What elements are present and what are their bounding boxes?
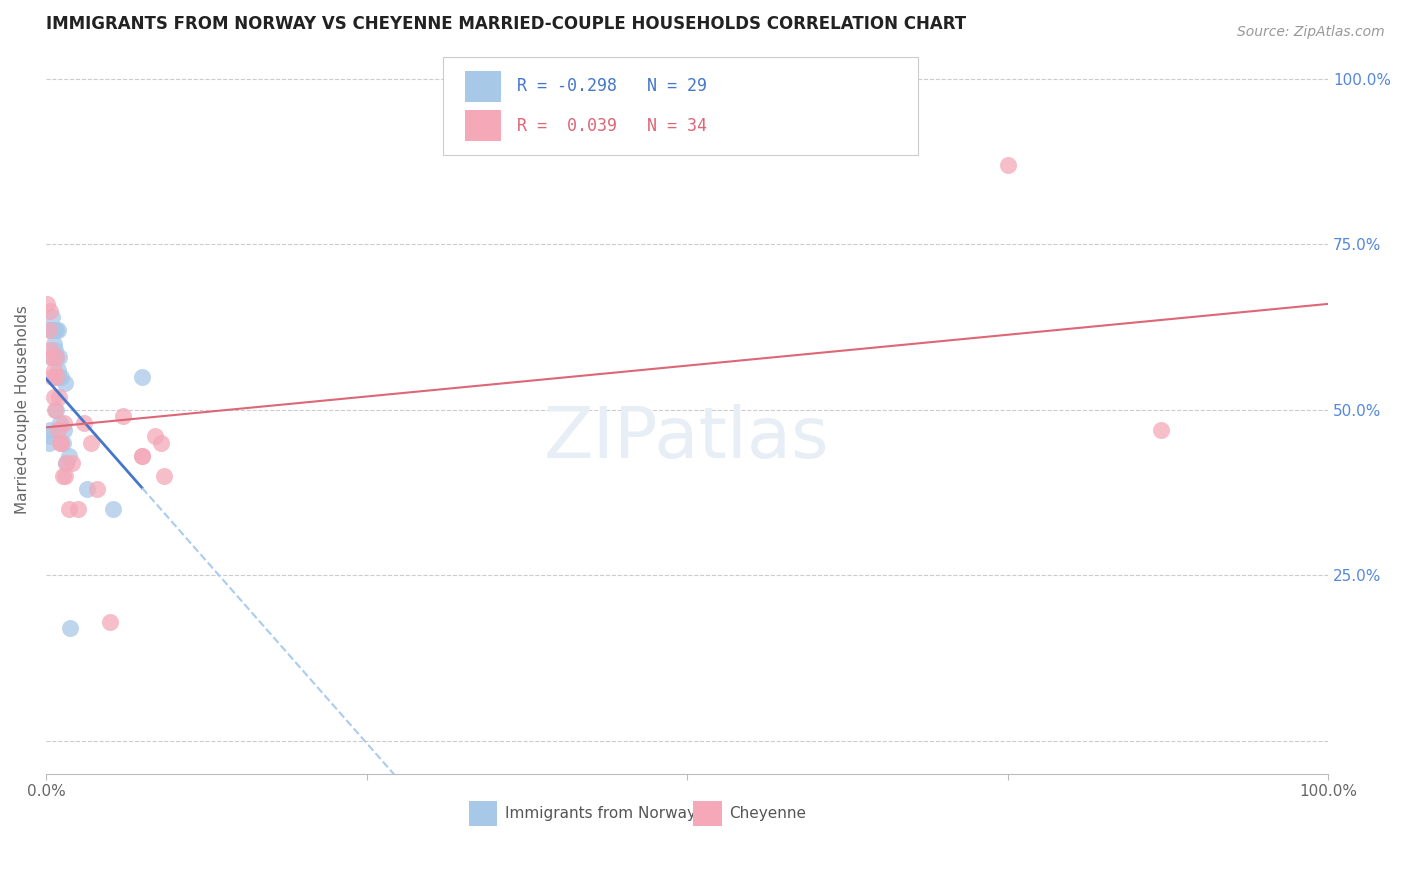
- Text: Immigrants from Norway: Immigrants from Norway: [505, 805, 696, 821]
- Point: [52, 469, 75, 483]
- Point: [153, 469, 176, 483]
- Point: [55, 456, 77, 470]
- Point: [39, 323, 62, 337]
- Point: [80, 436, 103, 450]
- Bar: [465, 111, 501, 141]
- Point: [37, 297, 59, 311]
- Point: [111, 409, 134, 424]
- Point: [101, 502, 124, 516]
- Text: Cheyenne: Cheyenne: [730, 805, 807, 821]
- Point: [38, 323, 60, 337]
- Point: [58, 502, 80, 516]
- Point: [52, 416, 75, 430]
- Point: [38, 303, 60, 318]
- Point: [131, 449, 153, 463]
- FancyBboxPatch shape: [443, 56, 918, 155]
- Point: [55, 456, 77, 470]
- Point: [1150, 423, 1173, 437]
- Point: [39, 350, 62, 364]
- Point: [58, 449, 80, 463]
- Text: IMMIGRANTS FROM NORWAY VS CHEYENNE MARRIED-COUPLE HOUSEHOLDS CORRELATION CHART: IMMIGRANTS FROM NORWAY VS CHEYENNE MARRI…: [46, 15, 966, 33]
- Point: [49, 436, 72, 450]
- Point: [45, 369, 67, 384]
- Bar: [465, 71, 501, 102]
- Point: [98, 615, 121, 629]
- Point: [49, 416, 72, 430]
- Point: [42, 363, 65, 377]
- Point: [150, 436, 173, 450]
- Point: [42, 390, 65, 404]
- Text: R =  0.039   N = 34: R = 0.039 N = 34: [516, 117, 707, 135]
- Point: [44, 343, 66, 358]
- Point: [46, 423, 69, 437]
- Point: [51, 436, 73, 450]
- Point: [45, 350, 67, 364]
- Point: [38, 423, 60, 437]
- Point: [52, 423, 75, 437]
- Point: [131, 449, 153, 463]
- Text: Source: ZipAtlas.com: Source: ZipAtlas.com: [1237, 25, 1385, 39]
- Point: [60, 456, 83, 470]
- Point: [42, 323, 65, 337]
- Point: [42, 336, 65, 351]
- Point: [48, 369, 70, 384]
- Point: [46, 363, 69, 377]
- Point: [59, 621, 82, 635]
- Point: [44, 402, 66, 417]
- Point: [41, 369, 63, 384]
- Point: [45, 350, 67, 364]
- Point: [131, 369, 153, 384]
- Point: [53, 469, 76, 483]
- Point: [48, 390, 70, 404]
- Text: R = -0.298   N = 29: R = -0.298 N = 29: [516, 78, 707, 95]
- Bar: [693, 801, 721, 827]
- Point: [51, 369, 73, 384]
- Point: [44, 323, 66, 337]
- Point: [48, 350, 70, 364]
- Point: [41, 350, 63, 364]
- Point: [38, 436, 60, 450]
- Point: [66, 502, 89, 516]
- Point: [41, 310, 63, 325]
- Point: [45, 402, 67, 417]
- Bar: [470, 801, 498, 827]
- Point: [45, 323, 67, 337]
- Point: [73, 416, 96, 430]
- Point: [44, 369, 66, 384]
- Point: [46, 323, 69, 337]
- Y-axis label: Married-couple Households: Married-couple Households: [15, 305, 30, 515]
- Point: [76, 483, 98, 497]
- Point: [997, 158, 1019, 172]
- Text: ZIPatlas: ZIPatlas: [544, 404, 830, 474]
- Point: [38, 343, 60, 358]
- Point: [53, 376, 76, 391]
- Point: [86, 483, 108, 497]
- Point: [52, 436, 75, 450]
- Point: [143, 429, 166, 443]
- Point: [38, 429, 60, 443]
